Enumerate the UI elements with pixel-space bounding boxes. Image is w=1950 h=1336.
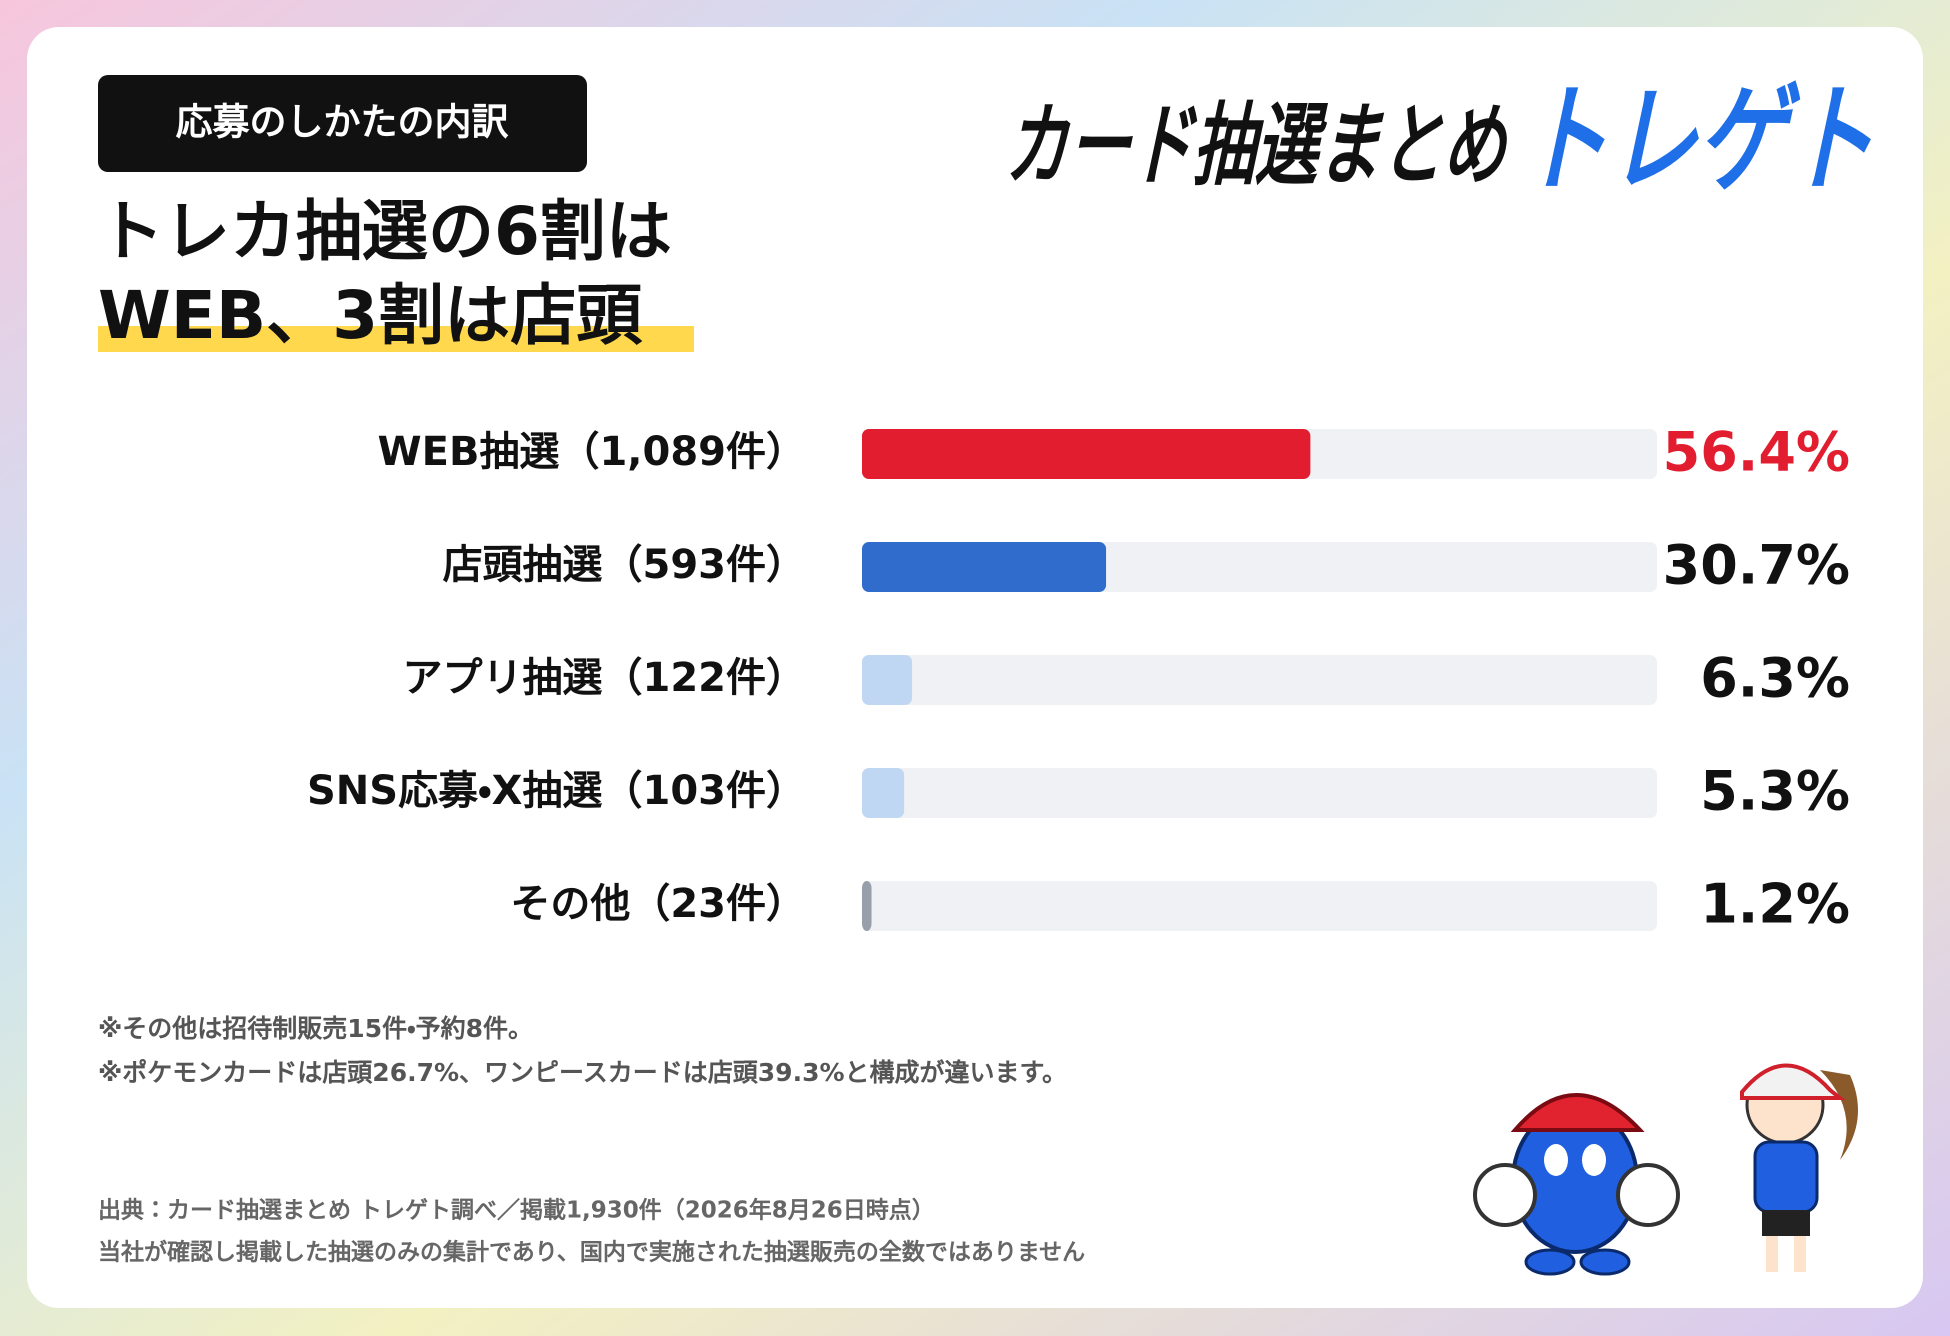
badge-box bbox=[98, 75, 587, 172]
notes: ※その他は招待制販売15件・予約8件。 ※ポケモンカードは店頭26.7%、ワンピ… bbox=[98, 1014, 1085, 1266]
source: 出典：カード抽選まとめ トレゲト調べ／掲載1,930件（2026年8月26日時点… bbox=[98, 1197, 935, 1224]
highlight bbox=[98, 326, 694, 352]
category-label: アプリ抽選（122件） bbox=[403, 655, 807, 701]
mascot-eye bbox=[1544, 1144, 1568, 1176]
girl-shorts bbox=[1762, 1210, 1810, 1236]
value-label: 30.7% bbox=[1663, 534, 1850, 597]
mascot-eye bbox=[1582, 1144, 1606, 1176]
bar bbox=[862, 768, 905, 818]
category-label: 店頭抽選（593件） bbox=[443, 542, 807, 588]
logo: カード抽選まとめ トレゲト bbox=[1000, 72, 1897, 209]
badge: 応募のしかたの内訳 bbox=[176, 101, 509, 144]
headline: WEB、3割は店頭 bbox=[98, 277, 643, 354]
girl-leg bbox=[1794, 1236, 1806, 1272]
girl-hair bbox=[1820, 1070, 1858, 1160]
mascots bbox=[1473, 1063, 1858, 1276]
girl-leg bbox=[1766, 1236, 1778, 1272]
value-label: 56.4% bbox=[1663, 421, 1850, 484]
category-label: SNS応募・X抽選（103件） bbox=[307, 768, 806, 814]
logo-text: カード抽選まとめ bbox=[1000, 95, 1522, 199]
mascot-foot bbox=[1579, 1248, 1631, 1276]
source: 当社が確認し掲載した抽選のみの集計であり、国内で実施された抽選販売の全数ではあり… bbox=[98, 1239, 1085, 1266]
bar-track bbox=[862, 655, 1657, 705]
note: ※ポケモンカードは店頭26.7%、ワンピースカードは店頭39.3%と構成が違いま… bbox=[98, 1058, 1067, 1087]
category-label: その他（23件） bbox=[510, 881, 806, 927]
headline: トレカ抽選の6割は bbox=[98, 193, 672, 270]
category-label: WEB抽選（1,089件） bbox=[378, 429, 806, 475]
mascot-cap bbox=[1510, 1093, 1645, 1132]
logo-brand: トレゲト bbox=[1513, 72, 1897, 209]
mascot-hand bbox=[1616, 1163, 1680, 1227]
note: ※その他は招待制販売15件・予約8件。 bbox=[98, 1014, 533, 1043]
bar bbox=[862, 655, 913, 705]
bar-track bbox=[862, 881, 1657, 931]
bar bbox=[862, 542, 1107, 592]
mascot-hand bbox=[1473, 1163, 1537, 1227]
girl-cap bbox=[1740, 1063, 1846, 1100]
bar bbox=[862, 429, 1311, 479]
value-label: 6.3% bbox=[1700, 647, 1850, 710]
value-label: 1.2% bbox=[1700, 873, 1850, 936]
mascot-foot bbox=[1524, 1248, 1576, 1276]
bar-track bbox=[862, 768, 1657, 818]
girl-jacket bbox=[1753, 1140, 1819, 1214]
bar bbox=[862, 881, 872, 931]
value-label: 5.3% bbox=[1700, 760, 1850, 823]
